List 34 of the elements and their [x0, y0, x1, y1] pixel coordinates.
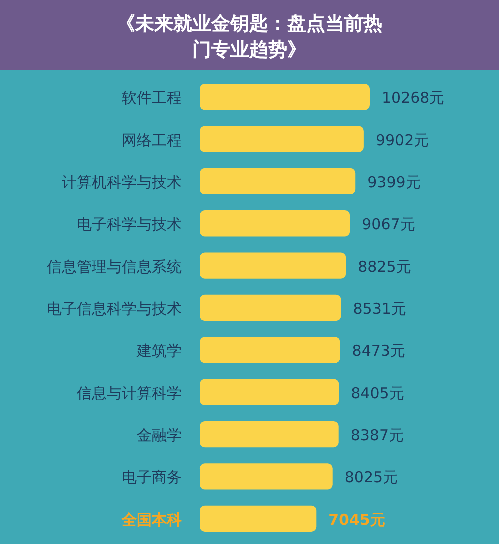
- y-tick-label: 软件工程: [122, 89, 182, 108]
- chart-title: 《未来就业金钥匙：盘点当前热门专业趋势》: [116, 13, 382, 61]
- bar: [200, 379, 340, 406]
- y-tick-label: 电子科学与技术: [77, 216, 182, 234]
- bar: [200, 464, 333, 490]
- data-label: 8531元: [353, 300, 406, 318]
- bar: [200, 84, 370, 110]
- data-label: 9902元: [376, 131, 430, 150]
- data-label: 9399元: [368, 173, 421, 192]
- y-tick-label: 全国本科: [121, 510, 182, 529]
- y-tick-label: 电子商务: [122, 468, 182, 487]
- y-tick-label: 信息与计算科学: [77, 384, 182, 402]
- data-label: 8387元: [350, 426, 404, 445]
- data-label: 8025元: [344, 468, 398, 487]
- bar: [200, 252, 346, 279]
- data-label: 10268元: [382, 89, 445, 108]
- y-tick-label: 电子信息科学与技术: [47, 300, 182, 318]
- y-tick-label: 信息管理与信息系统: [47, 258, 182, 276]
- y-tick-label: 网络工程: [122, 131, 182, 150]
- bar: [200, 210, 350, 237]
- bar: [200, 294, 342, 322]
- bar: [200, 126, 364, 152]
- bar: [200, 421, 339, 448]
- y-tick-label: 金融学: [137, 426, 182, 445]
- y-tick-label: 计算机科学与技术: [62, 173, 182, 192]
- bar: [200, 337, 340, 364]
- data-label: 9067元: [362, 216, 416, 234]
- bar: [200, 506, 317, 532]
- data-label: 8473元: [352, 342, 406, 360]
- data-label: 8825元: [358, 258, 412, 276]
- y-tick-label: 建筑学: [136, 342, 182, 360]
- data-label: 8405元: [351, 384, 404, 402]
- data-label: 7045元: [328, 510, 386, 529]
- bar: [200, 168, 356, 195]
